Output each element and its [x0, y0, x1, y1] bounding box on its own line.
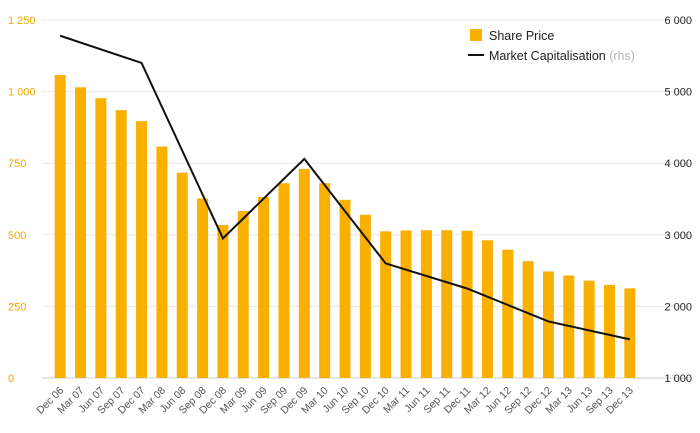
share-price-bar [197, 198, 209, 378]
share-price-bar [95, 98, 107, 379]
share-price-bar [156, 146, 168, 378]
share-price-bar [115, 110, 127, 378]
share-price-bar [481, 240, 493, 378]
market-cap-line [59, 34, 631, 341]
share-price-bar [502, 249, 514, 378]
share-price-bar [400, 230, 412, 378]
share-price-bar [298, 168, 310, 378]
y-right-tick-label: 2 000 [664, 301, 692, 313]
y-right-tick-label: 4 000 [664, 158, 692, 170]
share-price-bar [522, 261, 534, 378]
share-price-bar [441, 230, 453, 378]
share-price-bar [258, 196, 270, 378]
y-left-tick-label: 0 [8, 373, 14, 385]
left-axis-ticks: 0 250 500 750 1 000 1 250 [8, 15, 36, 385]
share-price-bar [237, 211, 249, 378]
market-cap-line-layer [59, 34, 631, 341]
right-axis-ticks: 1 000 2 000 3 000 4 000 5 000 6 000 [664, 15, 692, 385]
share-price-bar [75, 87, 87, 378]
y-left-tick-label: 250 [8, 301, 26, 313]
share-price-bar [380, 231, 392, 378]
share-price-bar [54, 74, 66, 378]
share-price-bar [339, 199, 351, 378]
y-left-tick-label: 750 [8, 158, 26, 170]
y-left-tick-label: 1 000 [8, 87, 36, 99]
share-price-bar [603, 284, 615, 378]
share-price-bar [319, 183, 331, 378]
legend-label-market-cap-text: Market Capitalisation [489, 49, 606, 63]
share-price-bar [420, 230, 432, 378]
share-price-bars [54, 74, 636, 379]
legend-label-share-price: Share Price [489, 29, 554, 43]
share-price-bar [461, 230, 473, 378]
share-price-bar [624, 288, 636, 378]
y-right-tick-label: 5 000 [664, 87, 692, 99]
legend-swatch-share-price [470, 29, 482, 41]
legend-label-market-cap-note: (rhs) [609, 49, 635, 63]
y-left-tick-label: 500 [8, 230, 26, 242]
y-right-tick-label: 6 000 [664, 15, 692, 27]
y-left-tick-label: 1 250 [8, 15, 36, 27]
share-price-bar [542, 271, 554, 378]
share-price-bar [278, 183, 290, 378]
y-right-tick-label: 1 000 [664, 373, 692, 385]
legend: Share Price Market Capitalisation (rhs) [468, 29, 635, 63]
y-right-tick-label: 3 000 [664, 230, 692, 242]
share-price-bar [359, 214, 371, 378]
share-price-bar [583, 280, 595, 378]
share-price-bar [217, 225, 229, 378]
legend-label-market-cap: Market Capitalisation (rhs) [489, 49, 635, 63]
share-price-bar [136, 121, 148, 379]
share-price-bar [176, 172, 188, 378]
